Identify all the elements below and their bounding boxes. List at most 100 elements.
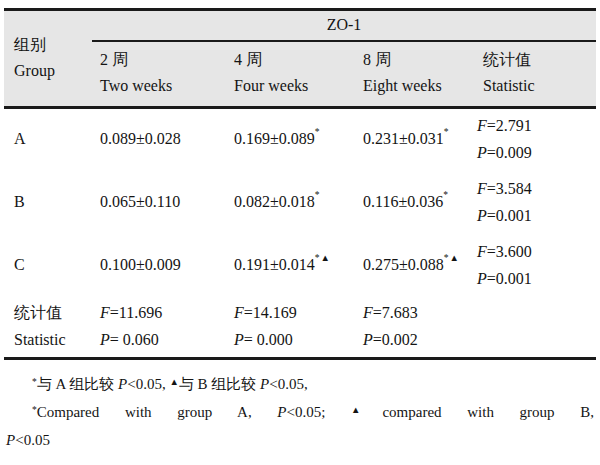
p-label: P <box>477 207 487 224</box>
footnote-text: <0.05; <box>287 404 352 420</box>
f-label: F <box>477 180 487 197</box>
value-text: 0.231±0.031 <box>363 130 444 147</box>
f-value: =14.169 <box>244 304 297 321</box>
header-row-span: 组别 Group ZO-1 <box>4 10 596 41</box>
group-b-week2-value: 0.065±0.110 <box>92 170 226 233</box>
significance-mark: *▲ <box>315 253 331 263</box>
group-b-statistic: F=3.584 P=0.001 <box>475 170 596 233</box>
table-header: 组别 Group ZO-1 2 周 Two weeks 4 周 Four wee… <box>4 10 596 108</box>
statistic-row-label-zh: 统计值 <box>14 299 92 326</box>
footnote-text: 与 B 组比较 <box>179 376 260 392</box>
group-b-week8-value: 0.116±0.036* <box>355 170 475 233</box>
f-value: =11.696 <box>110 304 162 321</box>
p-statistic: P=0.009 <box>477 139 596 166</box>
significance-mark: *▲ <box>444 253 460 263</box>
f-statistic: F=7.683 <box>363 299 475 326</box>
group-c-week2-value: 0.100±0.009 <box>92 233 226 296</box>
p-value: = 0.000 <box>244 331 293 348</box>
triangle-mark: ▲ <box>169 377 178 387</box>
value-text: 0.065±0.110 <box>100 193 180 210</box>
group-c-label: C <box>4 233 92 296</box>
col-header-4-weeks: 4 周 Four weeks <box>226 41 355 108</box>
col-header-2-weeks-en: Two weeks <box>100 73 226 99</box>
f-value: =3.600 <box>487 243 532 260</box>
significance-mark: * <box>315 127 321 137</box>
f-value: =2.791 <box>487 117 532 134</box>
col-header-8-weeks-en: Eight weeks <box>363 73 475 99</box>
statistic-row-label-en: Statistic <box>14 326 92 353</box>
p-statistic: P= 0.000 <box>234 326 355 353</box>
week8-statistic: F=7.683 P=0.002 <box>355 296 475 358</box>
value-text: 0.082±0.018 <box>234 193 315 210</box>
group-b-week4-value: 0.082±0.018* <box>226 170 355 233</box>
group-c-week8-value: 0.275±0.088*▲ <box>355 233 475 296</box>
week2-statistic: F=11.696 P= 0.060 <box>92 296 226 358</box>
table-row-group-a: A 0.089±0.028 0.169±0.089* 0.231±0.031* … <box>4 107 596 170</box>
p-label: P <box>277 404 286 420</box>
empty-cell <box>475 296 596 358</box>
col-header-8-weeks: 8 周 Eight weeks <box>355 41 475 108</box>
p-label: P <box>363 331 373 348</box>
p-statistic: P=0.002 <box>363 326 475 353</box>
p-statistic: P= 0.060 <box>100 326 226 353</box>
group-a-statistic: F=2.791 P=0.009 <box>475 107 596 170</box>
group-a-week2-value: 0.089±0.028 <box>92 107 226 170</box>
value-text: 0.089±0.028 <box>100 130 181 147</box>
asterisk-mark: * <box>32 377 37 387</box>
significance-mark: * <box>443 190 449 200</box>
group-header-en: Group <box>14 58 92 84</box>
col-header-4-weeks-zh: 4 周 <box>234 47 355 73</box>
zo1-span-header: ZO-1 <box>92 10 596 41</box>
value-text: 0.169±0.089 <box>234 130 315 147</box>
f-statistic: F=14.169 <box>234 299 355 326</box>
p-label: P <box>6 432 15 448</box>
header-row-sub: 2 周 Two weeks 4 周 Four weeks 8 周 Eight w… <box>4 41 596 108</box>
f-statistic: F=11.696 <box>100 299 226 326</box>
p-value: =0.001 <box>487 207 532 224</box>
group-column-header: 组别 Group <box>4 10 92 108</box>
zo1-results-table: 组别 Group ZO-1 2 周 Two weeks 4 周 Four wee… <box>4 8 596 360</box>
col-header-2-weeks: 2 周 Two weeks <box>92 41 226 108</box>
p-label: P <box>234 331 244 348</box>
p-statistic: P=0.001 <box>477 202 596 229</box>
statistic-row-label: 统计值 Statistic <box>4 296 92 358</box>
f-statistic: F=3.584 <box>477 175 596 202</box>
statistic-summary-row: 统计值 Statistic F=11.696 P= 0.060 F=14.169… <box>4 296 596 358</box>
f-label: F <box>477 243 487 260</box>
p-value: = 0.060 <box>110 331 159 348</box>
f-label: F <box>100 304 110 321</box>
col-header-statistic-en: Statistic <box>483 73 596 99</box>
group-c-statistic: F=3.600 P=0.001 <box>475 233 596 296</box>
value-text: 0.191±0.014 <box>234 256 315 273</box>
col-header-4-weeks-en: Four weeks <box>234 73 355 99</box>
footnote-text: <0.05, <box>127 376 169 392</box>
footnote-chinese: *与 A 组比较 P<0.05, ▲与 B 组比较 P<0.05, <box>6 370 594 398</box>
group-c-week4-value: 0.191±0.014*▲ <box>226 233 355 296</box>
f-label: F <box>477 117 487 134</box>
group-a-week4-value: 0.169±0.089* <box>226 107 355 170</box>
col-header-2-weeks-zh: 2 周 <box>100 47 226 73</box>
col-header-statistic-zh: 统计值 <box>483 47 596 73</box>
value-text: 0.275±0.088 <box>363 256 444 273</box>
footnote-text: <0.05 <box>15 432 50 448</box>
footnote-text: <0.05, <box>269 376 307 392</box>
col-header-statistic: 统计值 Statistic <box>475 41 596 108</box>
f-statistic: F=2.791 <box>477 112 596 139</box>
significance-mark: * <box>444 127 450 137</box>
group-a-week8-value: 0.231±0.031* <box>355 107 475 170</box>
p-label: P <box>100 331 110 348</box>
asterisk-mark: * <box>32 405 37 415</box>
p-label: P <box>477 270 487 287</box>
p-value: =0.009 <box>487 144 532 161</box>
triangle-mark: ▲ <box>351 405 382 415</box>
f-label: F <box>363 304 373 321</box>
footnote-text: 与 A 组比较 <box>37 376 118 392</box>
footnote-english-line1: *Compared with group A, P<0.05; ▲compare… <box>6 398 594 426</box>
footnote-english-line2: P<0.05 <box>6 426 594 454</box>
p-statistic: P=0.001 <box>477 265 596 292</box>
group-b-label: B <box>4 170 92 233</box>
p-value: =0.002 <box>373 331 418 348</box>
significance-mark: * <box>315 190 321 200</box>
group-a-label: A <box>4 107 92 170</box>
f-label: F <box>234 304 244 321</box>
